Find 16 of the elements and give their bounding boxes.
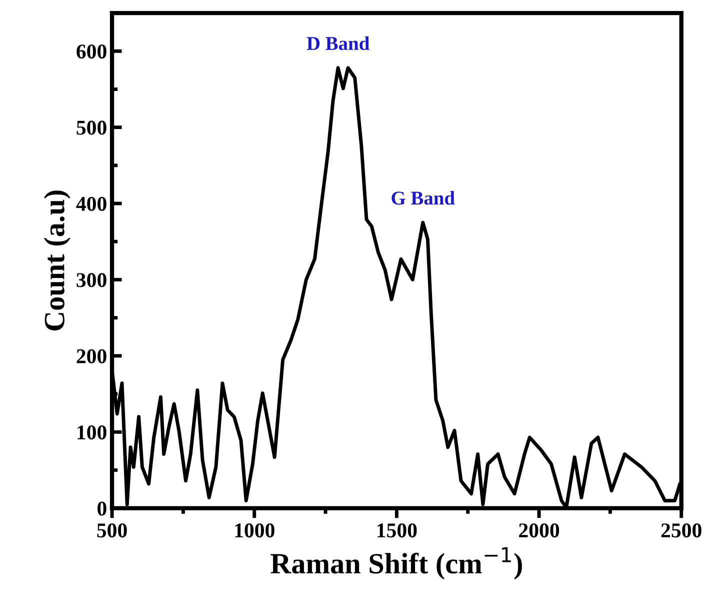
x-tick-label: 2000 [519, 523, 560, 538]
y-tick-label: 600 [76, 44, 106, 59]
x-axis-title: Raman Shift (cm$^{−1}$) [270, 547, 522, 580]
y-axis-title: Count (a.u) [44, 190, 70, 330]
x-tick-label: 1500 [378, 523, 417, 538]
y-tick-label: 0 [98, 502, 106, 516]
x-tick-label: 500 [97, 523, 127, 538]
x-tick-label: 2500 [661, 523, 702, 538]
annotation: G Band [392, 191, 455, 205]
y-tick-label: 300 [76, 273, 106, 288]
y-tick-label: 400 [76, 196, 106, 211]
y-tick-label: 100 [78, 425, 106, 440]
x-tick-label: 1000 [235, 523, 274, 538]
y-tick-label: 500 [76, 120, 106, 135]
annotation: D Band [306, 36, 370, 50]
y-tick-label: 200 [76, 349, 106, 364]
